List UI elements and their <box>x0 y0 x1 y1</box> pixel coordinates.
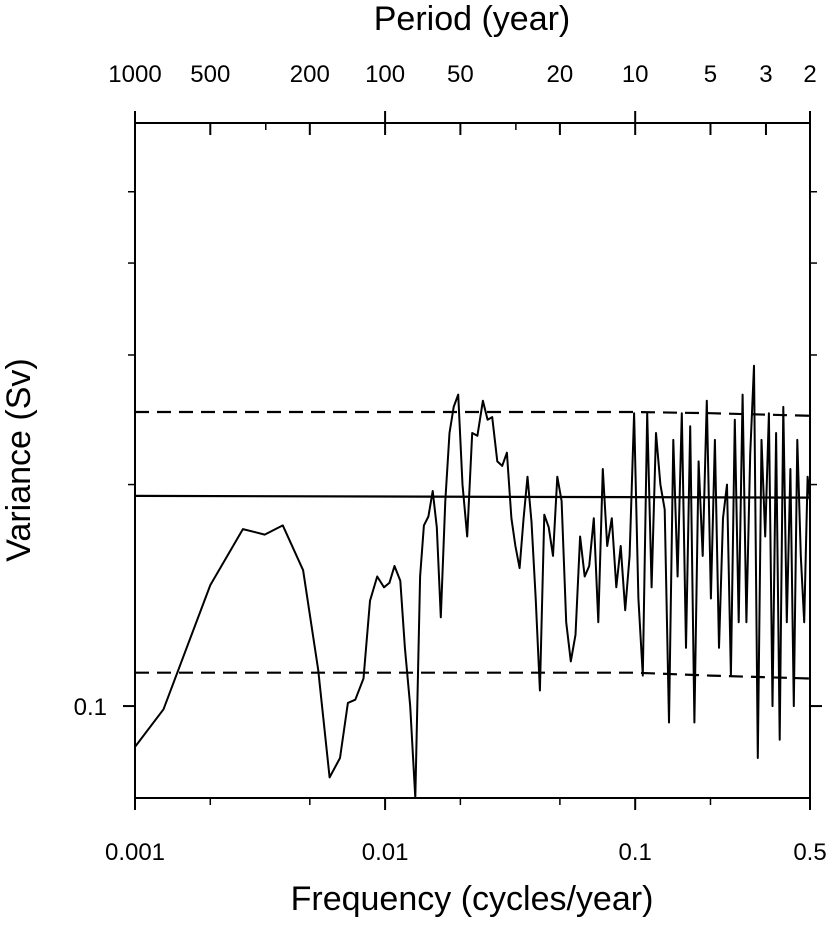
y-tick-label: 0.1 <box>74 694 107 721</box>
mean-reference-line <box>134 494 811 499</box>
top-axis-title: Period (year) <box>374 0 571 38</box>
period-tick-label: 2 <box>803 61 816 88</box>
tick-layer: 0.001 0.01 0.1 0.5 1000 500 200 100 50 20 10 5 3 2 0.1 <box>74 61 827 866</box>
x-axis-title: Frequency (cycles/year) <box>291 880 654 918</box>
period-tick-label: 3 <box>759 61 772 88</box>
confidence-bound-line-3 <box>135 671 811 680</box>
confidence-bound-line-2 <box>135 410 811 417</box>
x-tick-label: 0.5 <box>793 839 826 866</box>
period-tick-label: 50 <box>447 61 474 88</box>
x-tick-label: 0.01 <box>362 839 409 866</box>
period-tick-label: 500 <box>190 61 230 88</box>
y-axis-title: Variance (Sv) <box>0 358 38 561</box>
period-tick-label: 20 <box>547 61 574 88</box>
period-tick-label: 5 <box>704 61 717 88</box>
period-tick-label: 1000 <box>108 61 161 88</box>
period-tick-label: 10 <box>622 61 649 88</box>
x-tick-label: 0.1 <box>619 839 652 866</box>
plot-frame <box>134 122 811 799</box>
series-layer <box>134 364 811 799</box>
period-tick-label: 200 <box>290 61 330 88</box>
spectrum-line <box>134 364 811 799</box>
x-tick-label: 0.001 <box>105 839 165 866</box>
period-tick-label: 100 <box>365 61 405 88</box>
